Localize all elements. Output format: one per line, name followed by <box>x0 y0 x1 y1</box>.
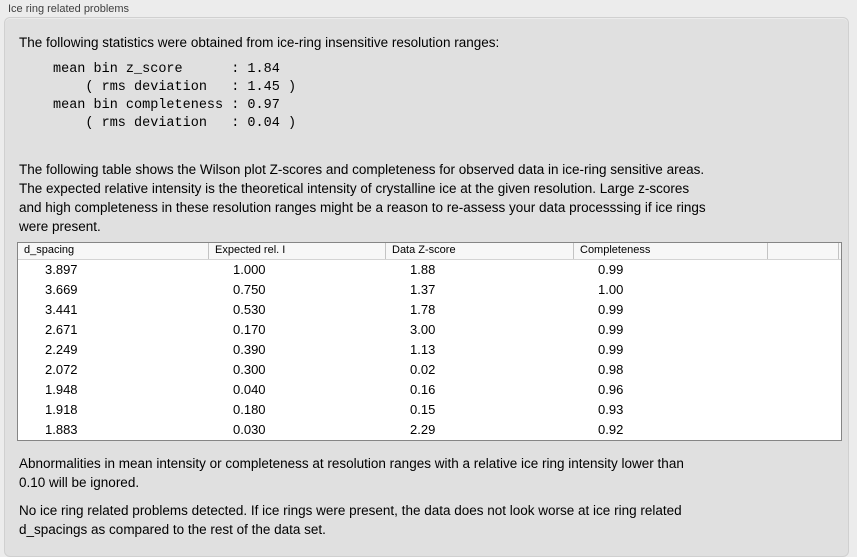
ice-ring-groupbox: The following statistics were obtained f… <box>4 17 849 557</box>
column-header-d-spacing[interactable]: d_spacing <box>18 243 209 259</box>
column-header-empty <box>839 243 845 259</box>
ice-ring-report-page: { "section": { "title": "Ice ring relate… <box>0 3 857 557</box>
table-row[interactable]: 2.072 0.300 0.02 0.98 <box>18 360 841 380</box>
table-cell: 1.13 <box>410 342 436 357</box>
ignore-threshold-note: Abnormalities in mean intensity or compl… <box>19 456 684 490</box>
table-cell <box>768 260 839 280</box>
table-row[interactable]: 1.948 0.040 0.16 0.96 <box>18 380 841 400</box>
table-cell: 2.671 <box>45 322 78 337</box>
table-cell: 0.300 <box>233 362 266 377</box>
table-cell: 0.040 <box>233 382 266 397</box>
table-cell: 2.072 <box>45 362 78 377</box>
table-cell <box>839 400 857 420</box>
table-cell <box>768 300 839 320</box>
column-header-completeness[interactable]: Completeness <box>574 243 768 259</box>
stats-block: mean bin z_score : 1.84 ( rms deviation … <box>53 62 297 131</box>
table-row[interactable]: 3.669 0.750 1.37 1.00 <box>18 280 841 300</box>
table-cell: 0.16 <box>410 382 436 397</box>
table-cell: 0.530 <box>233 302 266 317</box>
table-cell <box>768 400 839 420</box>
table-cell: 0.99 <box>598 262 624 277</box>
table-cell <box>839 280 857 300</box>
table-cell: 2.249 <box>45 342 78 357</box>
table-cell: 0.180 <box>233 402 266 417</box>
table-cell: 3.897 <box>45 262 78 277</box>
table-cell: 0.99 <box>598 302 624 317</box>
table-cell <box>768 420 839 440</box>
table-cell <box>768 360 839 380</box>
table-cell: 0.170 <box>233 322 266 337</box>
table-header-row: d_spacing Expected rel. I Data Z-score Comp… <box>18 243 841 260</box>
table-row[interactable]: 1.883 0.030 2.29 0.92 <box>18 420 841 440</box>
table-row[interactable]: 1.918 0.180 0.15 0.93 <box>18 400 841 420</box>
table-cell: 0.02 <box>410 362 436 377</box>
table-cell: 0.96 <box>598 382 624 397</box>
ice-ring-table: d_spacing Expected rel. I Data Z-score Comp… <box>17 242 842 441</box>
conclusion-note: No ice ring related problems detected. I… <box>19 503 682 537</box>
column-header-expected-rel-i[interactable]: Expected rel. I <box>209 243 386 259</box>
table-cell <box>768 320 839 340</box>
table-cell: 0.750 <box>233 282 266 297</box>
table-cell: 0.99 <box>598 342 624 357</box>
column-header-empty <box>768 243 839 259</box>
table-cell: 3.00 <box>410 322 436 337</box>
table-cell: 0.390 <box>233 342 266 357</box>
table-cell: 1.37 <box>410 282 436 297</box>
table-row[interactable]: 3.897 1.000 1.88 0.99 <box>18 260 841 280</box>
table-cell <box>839 300 857 320</box>
table-cell <box>768 280 839 300</box>
table-row[interactable]: 2.671 0.170 3.00 0.99 <box>18 320 841 340</box>
table-cell: 0.98 <box>598 362 624 377</box>
intro-text: The following statistics were obtained f… <box>19 35 500 50</box>
table-cell: 0.030 <box>233 422 266 437</box>
table-cell: 3.669 <box>45 282 78 297</box>
table-row[interactable]: 2.249 0.390 1.13 0.99 <box>18 340 841 360</box>
table-cell <box>768 340 839 360</box>
table-cell <box>839 360 857 380</box>
table-cell: 0.92 <box>598 422 624 437</box>
table-cell: 1.948 <box>45 382 78 397</box>
table-cell: 1.000 <box>233 262 266 277</box>
table-cell: 0.93 <box>598 402 624 417</box>
table-cell: 1.78 <box>410 302 436 317</box>
table-row[interactable]: 3.441 0.530 1.78 0.99 <box>18 300 841 320</box>
section-title: Ice ring related problems <box>8 3 130 15</box>
table-cell <box>839 340 857 360</box>
table-cell <box>839 420 857 440</box>
table-cell: 1.00 <box>598 282 624 297</box>
table-description: The following table shows the Wilson plo… <box>19 162 706 234</box>
table-cell: 0.15 <box>410 402 436 417</box>
table-cell: 1.883 <box>45 422 78 437</box>
table-cell <box>768 380 839 400</box>
table-cell <box>839 320 857 340</box>
table-cell: 3.441 <box>45 302 78 317</box>
column-header-data-z-score[interactable]: Data Z-score <box>386 243 574 259</box>
table-cell: 1.918 <box>45 402 78 417</box>
table-cell <box>839 260 857 280</box>
table-cell <box>839 380 857 400</box>
table-cell: 1.88 <box>410 262 436 277</box>
table-body: 3.897 1.000 1.88 0.99 3.669 0.750 1.37 1.00 3.44… <box>18 260 841 440</box>
table-cell: 2.29 <box>410 422 436 437</box>
table-cell: 0.99 <box>598 322 624 337</box>
